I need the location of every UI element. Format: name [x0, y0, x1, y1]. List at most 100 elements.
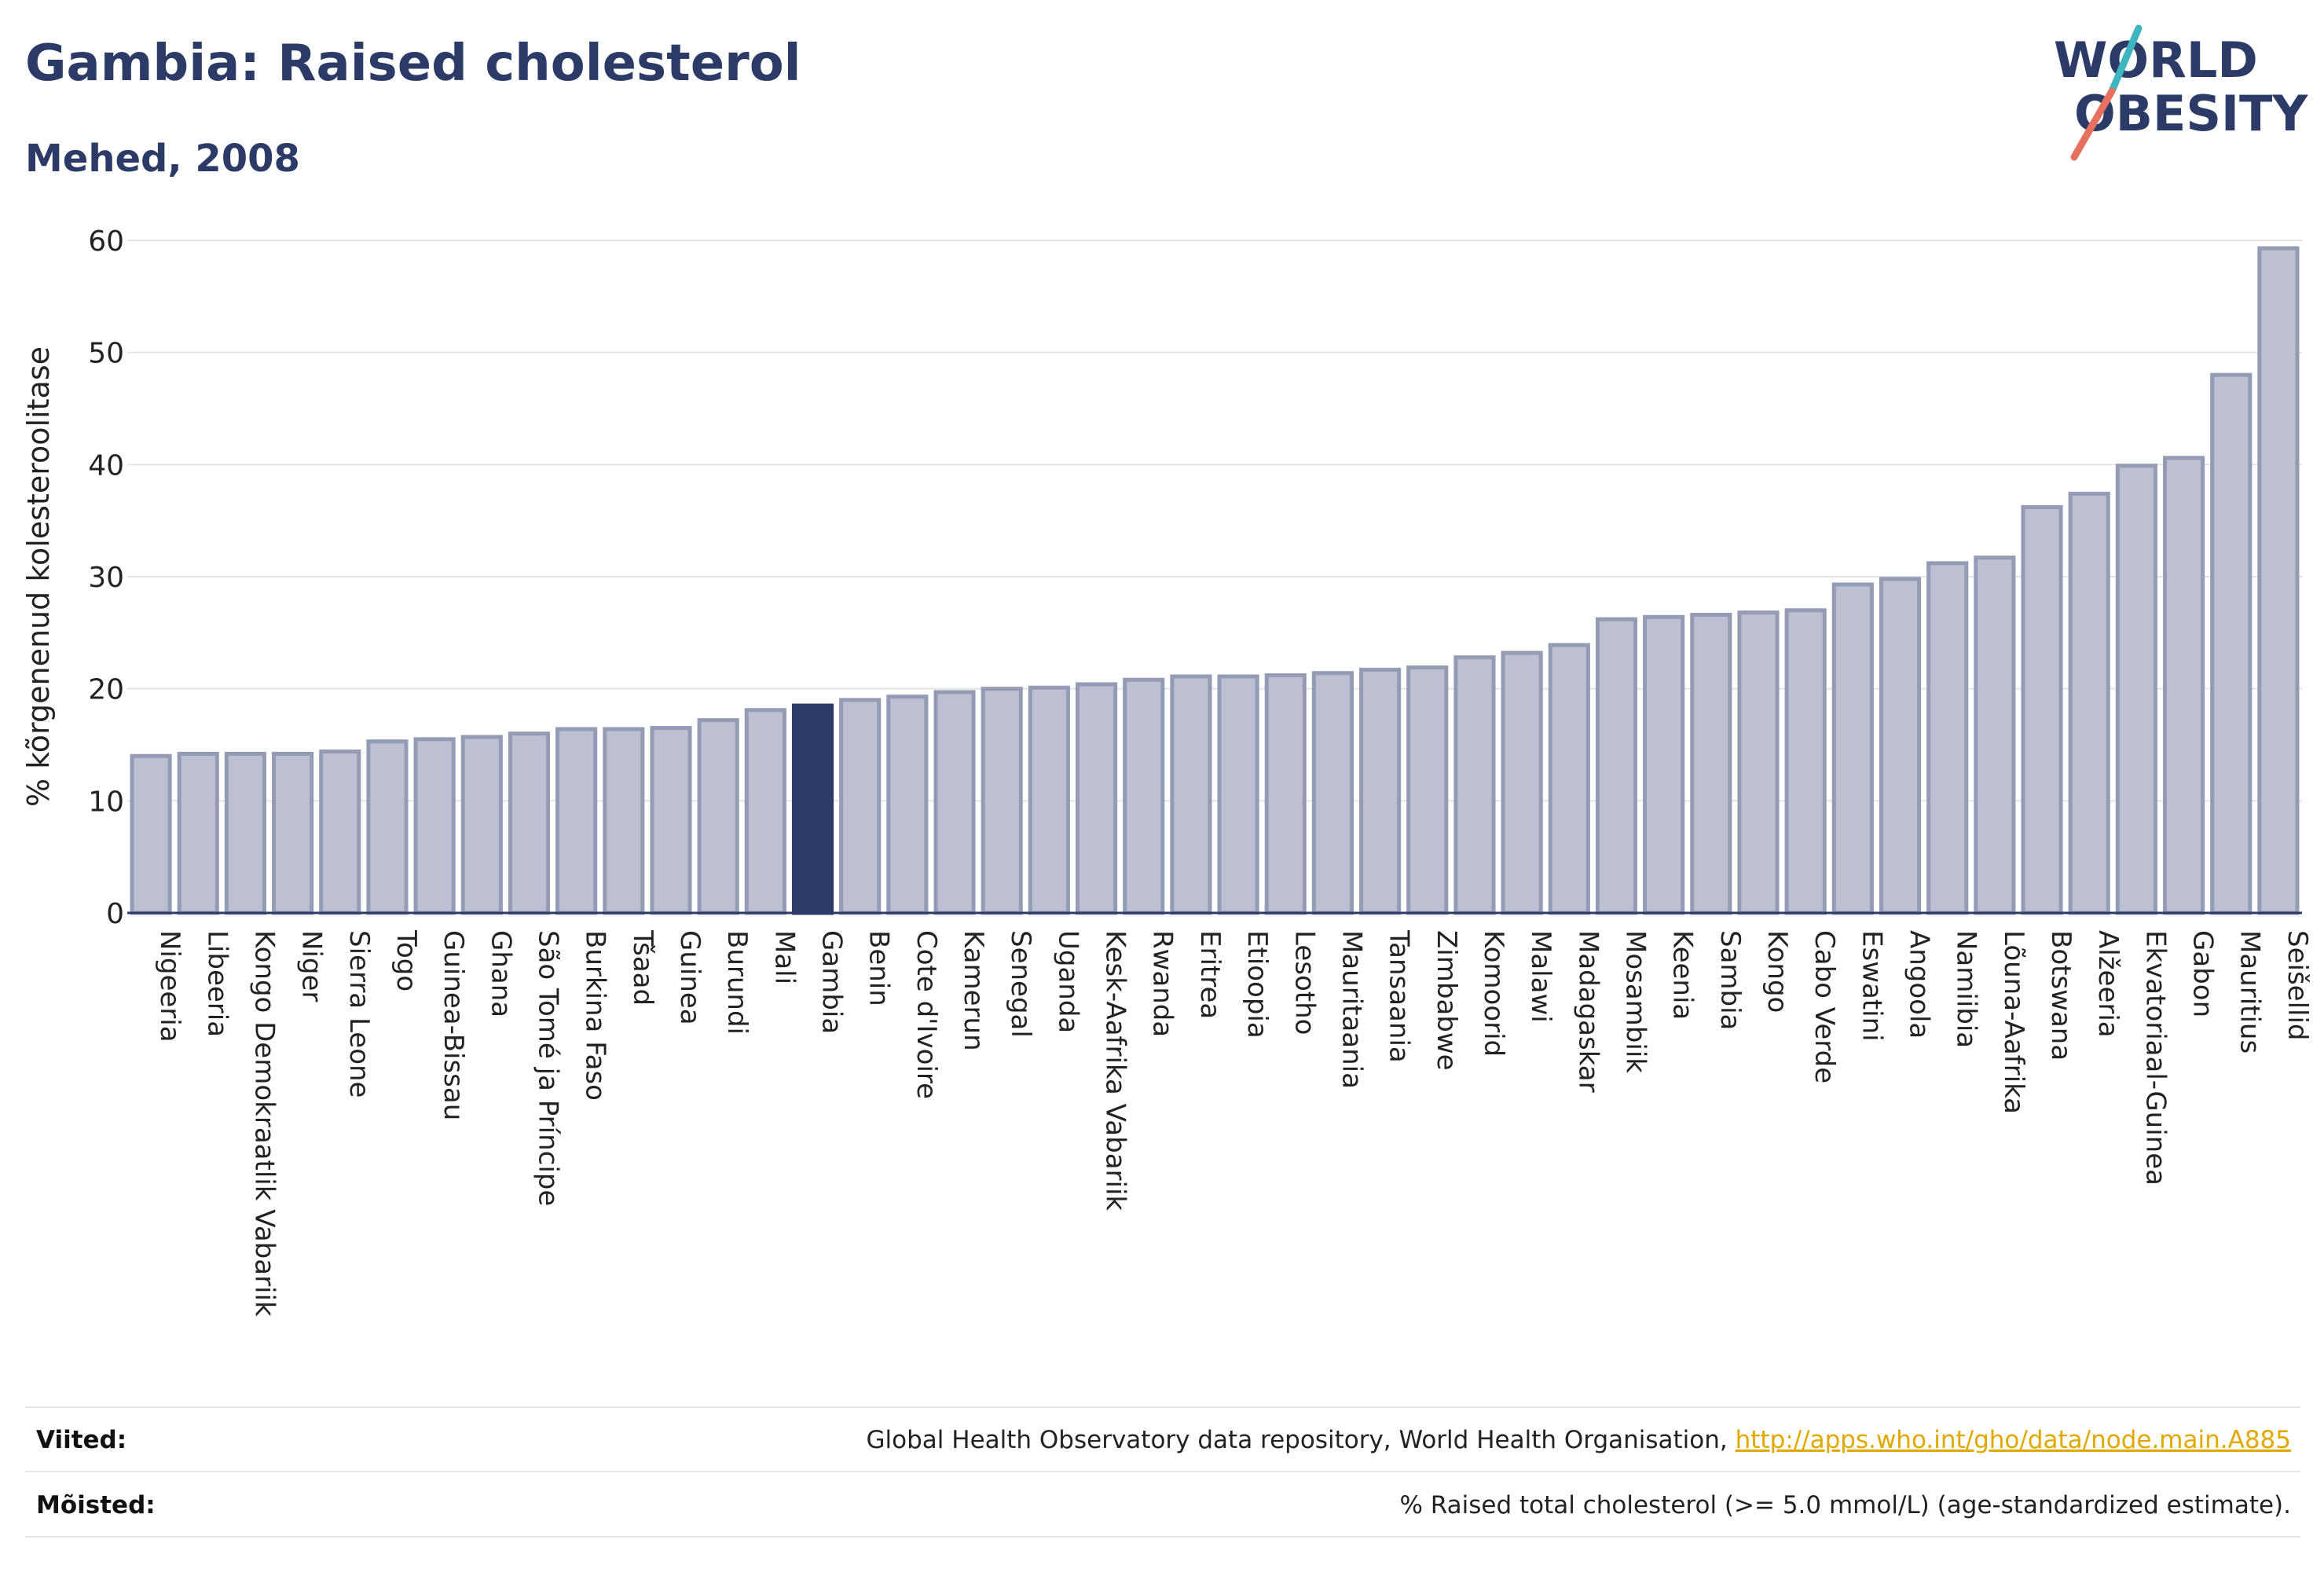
x-tick-label: Cabo Verde [1809, 930, 1840, 1083]
x-tick-label: Eswatini [1856, 930, 1887, 1042]
definitions-label: Mõisted: [36, 1491, 156, 1519]
x-tick-label: Eritrea [1194, 930, 1226, 1019]
bar[interactable] [2021, 505, 2063, 915]
bar[interactable] [1595, 617, 1638, 915]
bar[interactable] [224, 751, 267, 915]
bar[interactable] [2257, 246, 2300, 915]
sources-link[interactable]: http://apps.who.int/gho/data/node.main.A… [1735, 1426, 2291, 1454]
x-axis-labels: Nigeeria Libeeria Kongo Demokraatlik Vabar… [154, 929, 2313, 1317]
bar[interactable] [1075, 682, 1118, 915]
bar[interactable] [1406, 665, 1449, 915]
x-tick-label: Madagaskar [1572, 930, 1604, 1093]
x-tick-label: Alžeeria [2092, 930, 2124, 1038]
bar[interactable] [1690, 613, 1732, 915]
bar[interactable] [603, 727, 645, 915]
x-tick-label: Nigeeria [154, 930, 185, 1043]
footer-divider-bottom [25, 1536, 2300, 1538]
bar[interactable] [130, 753, 172, 915]
sources-value: Global Health Observatory data repositor… [867, 1426, 2291, 1454]
bar[interactable] [1264, 673, 1307, 915]
bar[interactable] [1311, 671, 1354, 915]
y-tick-label: 40 [88, 449, 124, 482]
x-tick-label: Sambia [1714, 930, 1746, 1030]
bar[interactable] [1643, 614, 1685, 915]
bar[interactable] [177, 751, 219, 915]
bar-highlighted[interactable] [791, 703, 834, 915]
logo-text-line1: WORLD [2054, 31, 2258, 89]
bar[interactable] [839, 698, 882, 915]
bar[interactable] [1548, 643, 1590, 915]
x-tick-label: Lesotho [1288, 930, 1320, 1035]
chart-title: Gambia: Raised cholesterol [25, 35, 801, 93]
bar[interactable] [981, 687, 1023, 915]
bar[interactable] [272, 751, 314, 915]
x-tick-label: Senegal [1005, 930, 1036, 1038]
bar[interactable] [1784, 608, 1827, 915]
bar[interactable] [1359, 667, 1402, 915]
bar[interactable] [413, 737, 456, 915]
x-tick-label: Niger [296, 930, 328, 1002]
x-tick-label: Tšaad [627, 929, 658, 1006]
bar-chart: % kõrgenenud kolesteroolitase 0 10 20 30 40 5… [21, 225, 2313, 1317]
y-tick-label: 10 [88, 786, 124, 818]
bar[interactable] [2162, 456, 2205, 915]
x-tick-label: Lõuna-Aafrika [1998, 930, 2029, 1114]
x-tick-label: Kesk-Aafrika Vabariik [1100, 930, 1131, 1211]
definitions-value: % Raised total cholesterol (>= 5.0 mmol/… [1399, 1491, 2291, 1519]
bar[interactable] [2115, 464, 2157, 915]
x-tick-label: Namiibia [1951, 930, 1982, 1048]
bar[interactable] [1974, 555, 2016, 915]
chart-subtitle: Mehed, 2008 [25, 137, 300, 181]
bar[interactable] [366, 739, 409, 915]
x-tick-label: Tansaania [1384, 929, 1415, 1063]
x-tick-label: Botswana [2045, 930, 2077, 1061]
x-tick-label: Guinea [674, 930, 706, 1025]
y-tick-label: 30 [88, 562, 124, 594]
bar[interactable] [933, 690, 976, 915]
x-tick-label: Etioopia [1241, 930, 1273, 1039]
bar[interactable] [2210, 372, 2253, 915]
bar[interactable] [2068, 491, 2110, 915]
y-tick-label: 60 [88, 225, 124, 258]
bar[interactable] [1170, 674, 1212, 915]
x-tick-label: Gabon [2187, 930, 2219, 1017]
bar[interactable] [1501, 651, 1543, 915]
bar[interactable] [319, 750, 361, 915]
x-tick-label: Ekvatoriaal-Guinea [2139, 930, 2171, 1186]
bar[interactable] [697, 718, 739, 915]
world-obesity-logo[interactable]: WORLD OBESITY [2051, 22, 2310, 163]
bar[interactable] [1217, 674, 1259, 915]
bar[interactable] [508, 731, 551, 915]
bar[interactable] [460, 735, 503, 915]
x-tick-label: Guinea-Bissau [438, 930, 469, 1120]
x-tick-label: Benin [863, 930, 895, 1006]
logo-slash-coral [2070, 87, 2116, 161]
bar[interactable] [1879, 577, 1922, 915]
bar[interactable] [555, 727, 598, 915]
bar[interactable] [744, 708, 786, 915]
bar[interactable] [1926, 561, 1969, 915]
bar[interactable] [1123, 677, 1165, 915]
bar[interactable] [886, 695, 929, 915]
sources-label: Viited: [36, 1426, 127, 1454]
x-tick-label: Zimbabwe [1431, 930, 1462, 1071]
y-tick-label: 50 [88, 338, 124, 370]
x-tick-label: Mauritaania [1336, 930, 1367, 1089]
bar[interactable] [650, 726, 692, 915]
y-axis-ticks: 0 10 20 30 40 50 60 [88, 225, 124, 930]
x-tick-label: Komoorid [1478, 930, 1509, 1057]
y-tick-label: 20 [88, 674, 124, 706]
x-tick-label: Mosambiik [1619, 930, 1651, 1073]
x-tick-label: Burundi [721, 930, 753, 1035]
x-tick-label: Kamerun [958, 930, 989, 1051]
x-tick-label: Ghana [485, 930, 516, 1017]
bar[interactable] [1737, 610, 1780, 915]
x-tick-label: Kongo [1761, 930, 1793, 1013]
bar[interactable] [1831, 582, 1874, 915]
x-tick-label: Malawi [1525, 930, 1556, 1023]
y-tick-label: 0 [106, 898, 124, 930]
bar[interactable] [1453, 655, 1496, 915]
x-tick-label: Libeeria [201, 930, 233, 1037]
x-tick-label: Uganda [1052, 930, 1083, 1033]
bar[interactable] [1028, 685, 1070, 915]
